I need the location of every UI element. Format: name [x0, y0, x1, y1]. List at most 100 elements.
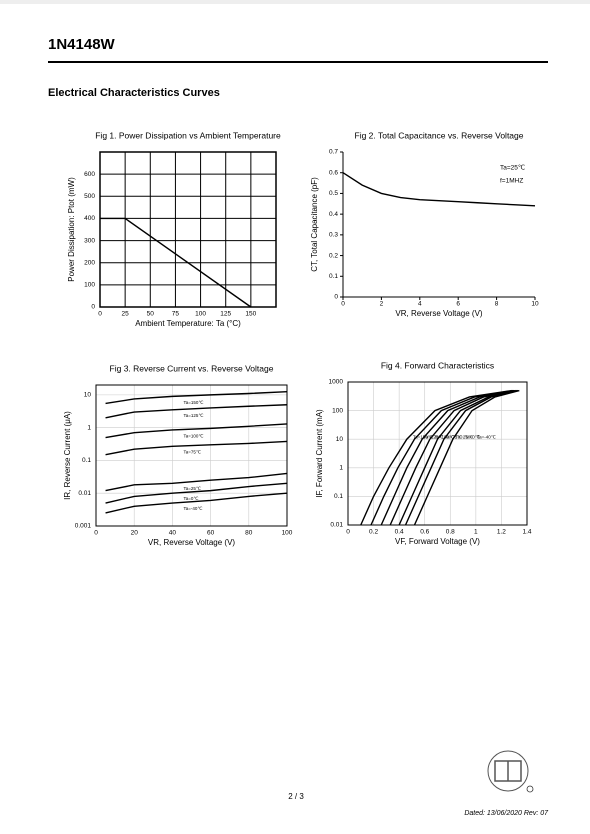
curve	[105, 492, 288, 514]
x-tick-label: 0.4	[395, 529, 404, 536]
curve	[105, 404, 288, 419]
y-tick-label: 0.3	[329, 232, 338, 239]
y-tick-label: 1	[339, 465, 343, 472]
y-tick-label: 0.2	[329, 252, 338, 259]
figure-title: Fig 4. Forward Characteristics	[381, 360, 494, 370]
x-tick-label: 0	[98, 311, 102, 318]
x-axis-label: VR, Reverse Voltage (V)	[395, 309, 482, 318]
x-axis-label: Ambient Temperature: Ta (°C)	[135, 319, 241, 328]
curve-label: Ta=-40℃	[477, 434, 496, 439]
curve	[370, 389, 514, 526]
y-tick-label: 0.1	[329, 273, 338, 280]
curve	[398, 389, 517, 526]
y-tick-label: 0.7	[329, 149, 338, 156]
x-tick-label: 0.2	[369, 529, 378, 536]
curve	[404, 389, 519, 526]
y-tick-label: 10	[84, 392, 92, 399]
y-tick-label: 0.1	[82, 457, 91, 464]
curve	[105, 482, 288, 504]
curve-label: Ta=100℃	[434, 434, 454, 439]
x-tick-label: 80	[245, 530, 253, 537]
curve	[342, 172, 536, 207]
y-axis-label: IF, Forward Current (mA)	[315, 409, 324, 498]
x-tick-label: 8	[495, 301, 499, 308]
curve	[100, 217, 252, 308]
annotation: Ta=25℃	[500, 164, 525, 172]
curve	[105, 440, 288, 456]
y-axis-label: Power Dissipation: Ptot (mW)	[67, 177, 76, 282]
x-tick-label: 100	[282, 530, 293, 537]
x-tick-label: 0	[341, 301, 345, 308]
x-tick-label: 0.8	[446, 529, 455, 536]
curve	[380, 389, 515, 526]
logo	[487, 750, 534, 793]
y-tick-label: 1000	[329, 379, 344, 386]
date-rev: Dated: 13/06/2020 Rev: 07	[464, 810, 549, 817]
x-tick-label: 1.4	[522, 529, 531, 536]
curve	[360, 389, 512, 526]
curve	[105, 423, 288, 439]
curve-label: Ta=75℃	[184, 450, 201, 455]
y-tick-label: 600	[84, 171, 95, 178]
x-tick-label: 100	[195, 311, 206, 318]
annotation: f=1MHZ	[500, 178, 523, 185]
plot-frame	[99, 151, 277, 308]
x-axis-label: VR, Reverse Voltage (V)	[148, 538, 235, 547]
x-axis-label: VF, Forward Voltage (V)	[395, 537, 480, 546]
curve-label: Ta=100℃	[184, 433, 204, 438]
y-tick-label: 100	[332, 407, 343, 414]
x-tick-label: 40	[169, 530, 177, 537]
page-number: 2 / 3	[288, 792, 304, 801]
curve-label: Ta=0℃	[465, 434, 480, 439]
x-tick-label: 125	[220, 311, 231, 318]
y-tick-label: 0.5	[329, 190, 338, 197]
curve-label: Ta=150℃	[413, 434, 433, 439]
y-tick-label: 10	[336, 436, 344, 443]
curve-label: Ta=0℃	[184, 496, 199, 501]
y-tick-label: 1	[87, 424, 91, 431]
y-tick-label: 100	[84, 282, 95, 289]
x-tick-label: 75	[172, 311, 180, 318]
y-axis-label: CT, Total Capacitance (pF)	[310, 177, 319, 272]
figure-title: Fig 1. Power Dissipation vs Ambient Temp…	[95, 130, 281, 140]
x-tick-label: 10	[531, 301, 539, 308]
y-tick-label: 0.1	[334, 493, 343, 500]
top-bar	[0, 0, 590, 4]
curve-label: Ta=-40℃	[184, 506, 203, 511]
curve	[105, 390, 288, 405]
curve-label: Ta=25℃	[456, 434, 473, 439]
curve	[389, 389, 516, 526]
x-tick-label: 1	[474, 529, 478, 536]
y-tick-label: 0.6	[329, 169, 338, 176]
x-tick-label: 60	[207, 530, 215, 537]
x-tick-label: 6	[456, 301, 460, 308]
y-tick-label: 500	[84, 193, 95, 200]
y-tick-label: 400	[84, 215, 95, 222]
x-tick-label: 0.6	[420, 529, 429, 536]
x-tick-label: 1.2	[497, 529, 506, 536]
section-title: Electrical Characteristics Curves	[48, 87, 220, 99]
y-axis-label: IR, Reverse Current (μA)	[63, 411, 72, 500]
curve	[413, 389, 520, 526]
plot-frame	[347, 381, 528, 526]
y-tick-label: 0.4	[329, 211, 338, 218]
y-tick-label: 300	[84, 237, 95, 244]
y-tick-label: 0.001	[75, 523, 92, 530]
x-tick-label: 25	[122, 311, 130, 318]
y-tick-label: 0.01	[330, 522, 343, 529]
plot-frame	[95, 384, 288, 527]
curve-label: Ta=25℃	[184, 486, 201, 491]
x-tick-label: 50	[147, 311, 155, 318]
y-tick-label: 200	[84, 259, 95, 266]
y-tick-label: 0	[334, 294, 338, 301]
y-tick-label: 0.01	[78, 490, 91, 497]
figure-title: Fig 2. Total Capacitance vs. Reverse Vol…	[355, 130, 524, 140]
x-tick-label: 0	[346, 529, 350, 536]
x-tick-label: 2	[380, 301, 384, 308]
x-tick-label: 150	[245, 311, 256, 318]
x-tick-label: 4	[418, 301, 422, 308]
curve-label: Ta=150℃	[184, 400, 204, 405]
curve	[105, 472, 288, 492]
